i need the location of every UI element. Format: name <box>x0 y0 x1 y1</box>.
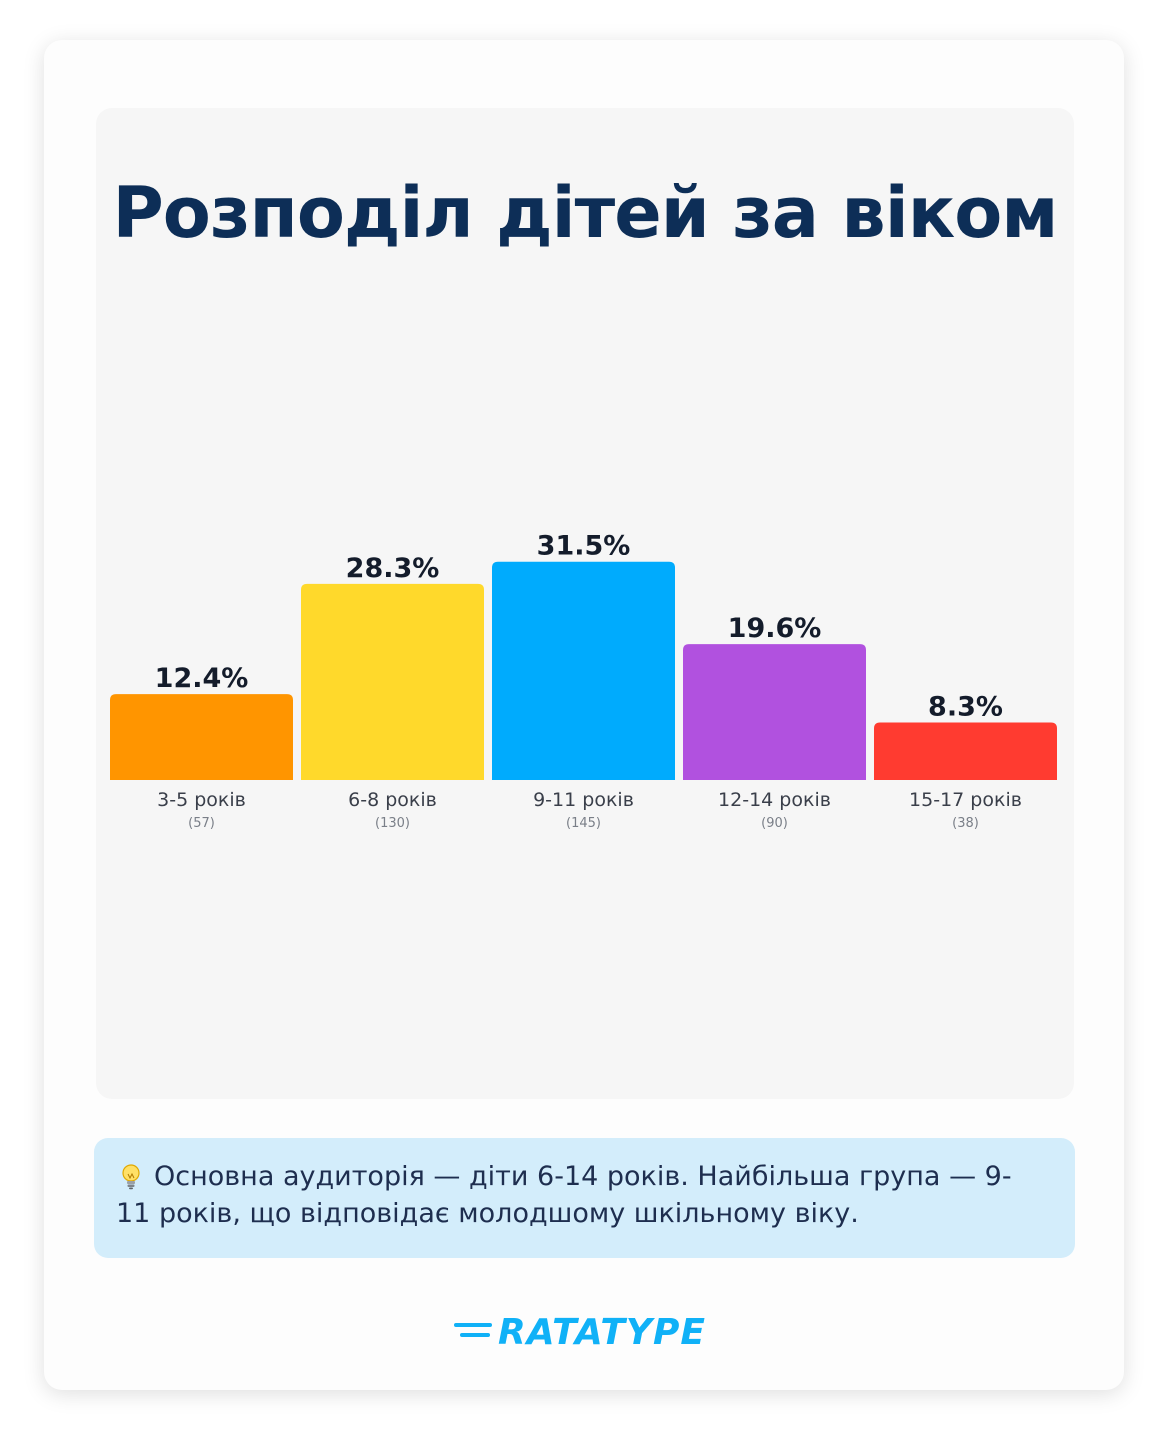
chart-panel: Розподіл дітей за віком 12.4% 3-5 років (5… <box>96 108 1074 1099</box>
lightbulb-icon <box>122 1164 140 1190</box>
logo-wordmark: RATATYPE <box>498 1312 706 1353</box>
category-count: (145) <box>566 816 601 831</box>
bar-value-label: 31.5% <box>537 531 631 562</box>
logo-speed-lines-icon <box>454 1323 492 1337</box>
category-label: 15-17 років <box>909 789 1022 811</box>
bar-value-label: 12.4% <box>155 663 249 694</box>
category-count: (90) <box>761 816 788 831</box>
bar-5 <box>874 722 1057 780</box>
insight-text: Основна аудиторія — діти 6-14 років. Най… <box>116 1161 1012 1229</box>
category-count: (57) <box>188 816 215 831</box>
bar-2 <box>301 583 484 780</box>
chart-title: Розподіл дітей за віком <box>112 172 1058 254</box>
category-label: 6-8 років <box>348 789 437 811</box>
category-label: 12-14 років <box>718 789 831 811</box>
bar-4 <box>683 644 866 780</box>
bar-value-label: 8.3% <box>928 691 1003 722</box>
bar-1 <box>110 694 293 780</box>
insight-box: Основна аудиторія — діти 6-14 років. Най… <box>94 1138 1075 1258</box>
infographic-card: Розподіл дітей за віком 12.4% 3-5 років (5… <box>44 40 1124 1390</box>
bar-value-label: 19.6% <box>728 613 822 644</box>
category-count: (130) <box>375 816 410 831</box>
category-count: (38) <box>952 816 979 831</box>
bar-chart: 12.4% 3-5 років (57) 28.3% 6-8 років (130) 31.… <box>110 531 1057 831</box>
bar-3 <box>492 561 675 780</box>
bar-value-label: 28.3% <box>346 553 440 584</box>
category-label: 3-5 років <box>157 789 246 811</box>
category-label: 9-11 років <box>533 789 634 811</box>
ratatype-logo: RATATYPE <box>452 1312 722 1356</box>
